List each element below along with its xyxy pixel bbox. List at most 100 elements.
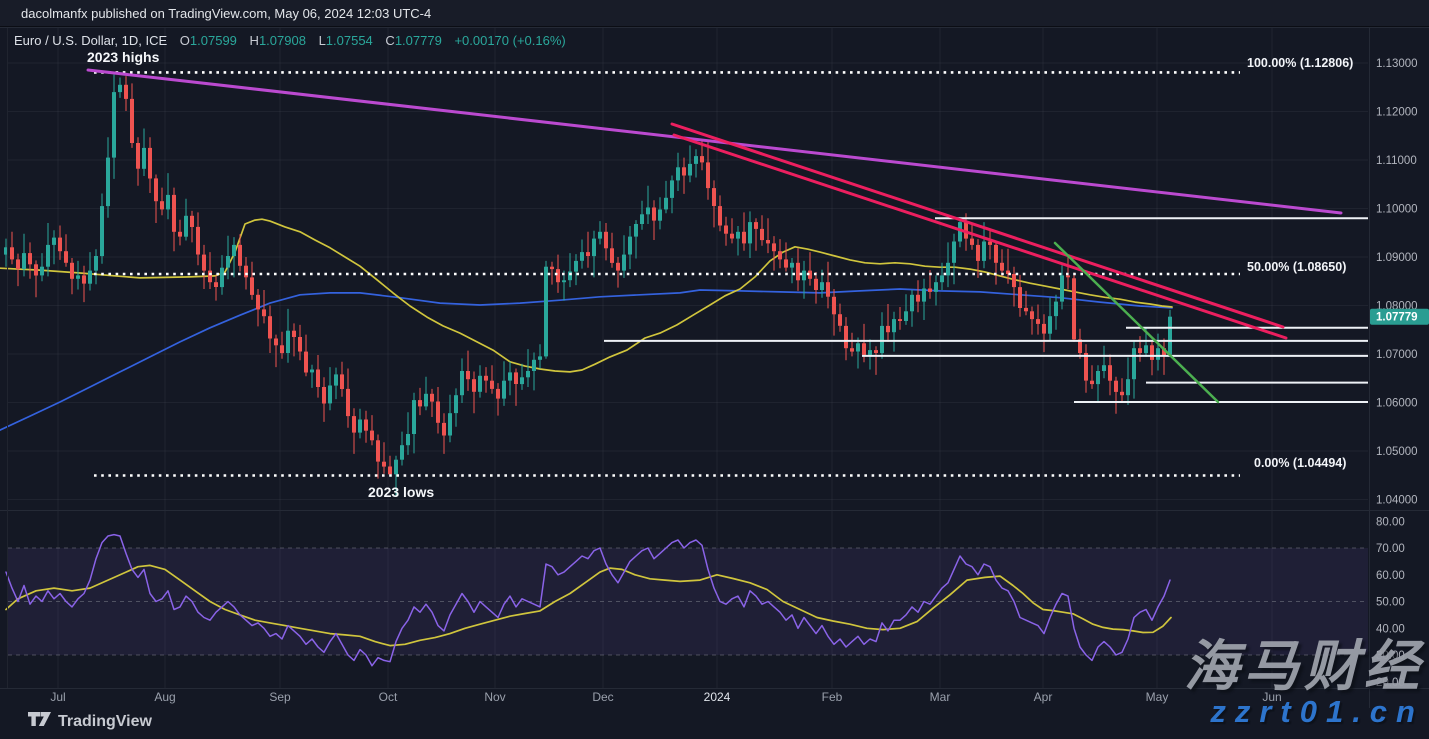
symbol-legend[interactable]: Euro / U.S. Dollar, 1D, ICE O1.07599 H1.… bbox=[14, 33, 566, 48]
magenta-long-downtrend[interactable] bbox=[86, 68, 1343, 215]
candle-body bbox=[646, 207, 650, 215]
current-price-tag-value: 1.07779 bbox=[1376, 312, 1418, 324]
time-axis-label-Nov[interactable]: Nov bbox=[484, 690, 505, 704]
candle-body bbox=[670, 180, 674, 198]
candle-body bbox=[1000, 262, 1004, 271]
candle-body bbox=[916, 294, 920, 302]
candle-body bbox=[904, 311, 908, 321]
candle-body bbox=[106, 157, 110, 207]
price-axis-label[interactable]: 1.07000 bbox=[1376, 349, 1418, 361]
candle-body bbox=[796, 262, 800, 281]
candle-body bbox=[400, 445, 404, 460]
price-axis-label[interactable]: 1.13000 bbox=[1376, 58, 1418, 70]
candle-body bbox=[982, 241, 986, 261]
pink-channel-upper[interactable] bbox=[670, 122, 1285, 329]
time-axis-label-Aug[interactable]: Aug bbox=[154, 690, 175, 704]
tradingview-logo[interactable]: TradingView bbox=[28, 712, 152, 731]
candle-body bbox=[784, 259, 788, 268]
price-axis-label[interactable]: 1.11000 bbox=[1376, 155, 1417, 167]
candle-body bbox=[718, 206, 722, 226]
time-axis-label-Jun[interactable]: Jun bbox=[1262, 690, 1281, 704]
candle-body bbox=[532, 359, 536, 371]
annotation-2023-highs: 2023 highs bbox=[87, 49, 160, 65]
price-axis-label[interactable]: 1.10000 bbox=[1376, 204, 1418, 216]
annotation-2023-lows: 2023 lows bbox=[368, 484, 435, 500]
price-axis-label[interactable]: 1.04000 bbox=[1376, 495, 1418, 507]
candle-body bbox=[112, 92, 116, 158]
candle-body bbox=[352, 416, 356, 433]
candle-body bbox=[1162, 348, 1166, 357]
price-axis-label[interactable]: 1.12000 bbox=[1376, 107, 1418, 119]
publisher-text: dacolmanfx published on TradingView.com,… bbox=[21, 6, 432, 21]
candle-body bbox=[472, 379, 476, 392]
candle-body bbox=[1096, 371, 1100, 385]
time-axis-label-May[interactable]: May bbox=[1146, 690, 1169, 704]
fib-label-0[interactable]: 0.00% (1.04494) bbox=[1254, 456, 1347, 470]
candle-body bbox=[298, 337, 302, 352]
candle-body bbox=[1114, 380, 1118, 392]
candle-body bbox=[142, 147, 146, 169]
candle-body bbox=[580, 252, 584, 261]
time-axis-label-Apr[interactable]: Apr bbox=[1034, 690, 1053, 704]
green-short-downtrend[interactable] bbox=[1053, 241, 1220, 404]
rsi-axis-label[interactable]: 30.00 bbox=[1376, 650, 1405, 662]
candle-body bbox=[772, 243, 776, 252]
time-axis-label-Oct[interactable]: Oct bbox=[379, 690, 398, 704]
rsi-axis-label[interactable]: 60.00 bbox=[1376, 570, 1405, 582]
open-value: 1.07599 bbox=[189, 33, 237, 48]
candle-body bbox=[412, 400, 416, 434]
candle-body bbox=[628, 236, 632, 255]
time-axis-label-Jul[interactable]: Jul bbox=[50, 690, 65, 704]
time-axis-label-Sep[interactable]: Sep bbox=[269, 690, 291, 704]
time-axis-label-Mar[interactable]: Mar bbox=[930, 690, 951, 704]
rsi-axis-label[interactable]: 40.00 bbox=[1376, 623, 1405, 635]
time-axis-label-2024[interactable]: 2024 bbox=[704, 690, 731, 704]
candle-body bbox=[394, 459, 398, 475]
candle-body bbox=[778, 251, 782, 260]
candle-body bbox=[598, 231, 602, 239]
candle-body bbox=[70, 262, 74, 279]
candle-body bbox=[370, 430, 374, 441]
candle-body bbox=[34, 264, 38, 276]
rsi-axis-label[interactable]: 50.00 bbox=[1376, 597, 1405, 609]
time-axis-label-Dec[interactable]: Dec bbox=[592, 690, 613, 704]
candle-body bbox=[658, 209, 662, 221]
candle-body bbox=[418, 400, 422, 407]
rsi-axis-label[interactable]: 80.00 bbox=[1376, 516, 1405, 528]
candle-body bbox=[274, 338, 278, 346]
price-axis-label[interactable]: 1.05000 bbox=[1376, 446, 1418, 458]
pink-channel-lower[interactable] bbox=[672, 133, 1288, 340]
low-value: 1.07554 bbox=[325, 33, 373, 48]
candle-body bbox=[610, 248, 614, 263]
candle-body bbox=[1090, 380, 1094, 385]
candle-body bbox=[238, 244, 242, 266]
time-axis-label-Feb[interactable]: Feb bbox=[822, 690, 843, 704]
candle-body bbox=[688, 163, 692, 176]
close-label: C bbox=[385, 33, 395, 48]
price-axis-label[interactable]: 1.06000 bbox=[1376, 398, 1418, 410]
candle-body bbox=[292, 330, 296, 337]
rsi-axis-label[interactable]: 70.00 bbox=[1376, 543, 1405, 555]
candle-body bbox=[262, 309, 266, 317]
candle-body bbox=[16, 259, 20, 270]
candle-body bbox=[568, 271, 572, 281]
fib-label-50[interactable]: 50.00% (1.08650) bbox=[1247, 260, 1347, 274]
candle-body bbox=[310, 369, 314, 373]
candle-body bbox=[484, 375, 488, 381]
candle-body bbox=[28, 253, 32, 265]
candle-body bbox=[502, 380, 506, 399]
candlestick-series[interactable] bbox=[4, 74, 1172, 497]
fib-label-100[interactable]: 100.00% (1.12806) bbox=[1247, 56, 1354, 70]
candle-body bbox=[202, 254, 206, 271]
current-price-tag[interactable] bbox=[1370, 308, 1429, 325]
candle-body bbox=[94, 256, 98, 271]
ma-50-line bbox=[0, 218, 1173, 373]
price-axis-label[interactable]: 1.09000 bbox=[1376, 252, 1418, 264]
candle-body bbox=[952, 241, 956, 263]
rsi-axis-label[interactable]: 20.00 bbox=[1376, 677, 1405, 689]
candle-body bbox=[1060, 275, 1064, 302]
close-value: 1.07779 bbox=[394, 33, 442, 48]
candle-body bbox=[1150, 345, 1154, 360]
candle-body bbox=[244, 265, 248, 278]
